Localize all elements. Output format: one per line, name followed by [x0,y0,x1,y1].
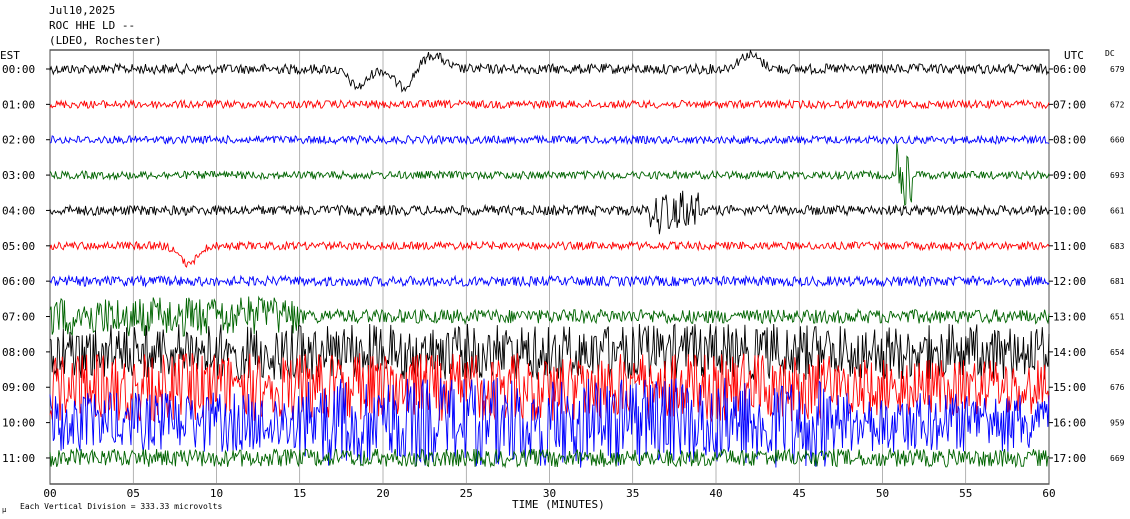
est-time-label: 10:00 [2,417,35,430]
dc-value-label: 679 [1110,65,1125,74]
footer-note: Each Vertical Division = 333.33 microvol… [20,502,222,511]
x-tick-label: 50 [876,487,889,500]
dc-value-label: 654 [1110,348,1125,357]
utc-time-label: 11:00 [1053,240,1086,253]
x-tick-label: 25 [460,487,473,500]
utc-time-label: 09:00 [1053,169,1086,182]
est-time-label: 00:00 [2,63,35,76]
x-tick-label: 00 [43,487,56,500]
dc-value-label: 683 [1110,242,1125,251]
est-time-label: 08:00 [2,346,35,359]
seismic-trace [49,377,1050,468]
x-tick-label: 15 [293,487,306,500]
seismic-trace [49,134,1050,146]
dc-value-label: 651 [1110,313,1125,322]
x-axis-label: TIME (MINUTES) [512,498,605,511]
dc-value-label: 672 [1110,100,1125,109]
utc-time-label: 16:00 [1053,417,1086,430]
utc-time-label: 12:00 [1053,275,1086,288]
utc-time-label: 14:00 [1053,346,1086,359]
utc-time-label: 15:00 [1053,381,1086,394]
seismic-trace [49,447,1050,469]
x-tick-label: 10 [210,487,223,500]
right-axis-title: UTC [1064,49,1084,62]
utc-time-label: 10:00 [1053,204,1086,217]
seismic-trace [49,143,1050,207]
est-time-label: 05:00 [2,240,35,253]
seismic-trace [49,190,1050,235]
est-time-label: 02:00 [2,134,35,147]
x-tick-label: 45 [793,487,806,500]
est-time-label: 07:00 [2,311,35,324]
left-axis-title: EST [0,49,20,62]
est-time-label: 06:00 [2,275,35,288]
seismic-trace [49,98,1050,111]
est-time-label: 11:00 [2,452,35,465]
x-tick-label: 60 [1042,487,1055,500]
seismic-trace [49,295,1050,338]
est-time-label: 01:00 [2,98,35,111]
x-tick-label: 55 [959,487,972,500]
dc-title: DC [1105,49,1115,58]
header-station: ROC HHE LD -- [49,19,136,32]
dc-value-label: 693 [1110,171,1125,180]
x-tick-label: 35 [626,487,639,500]
dc-value-label: 959 [1110,419,1125,428]
header-date: Jul10,2025 [49,4,116,17]
utc-time-label: 08:00 [1053,134,1086,147]
dc-value-label: 681 [1110,277,1125,286]
est-time-label: 04:00 [2,204,35,217]
label-layer: EST UTC DC TIME (MINUTES) Each Vertical … [0,49,1125,514]
x-tick-label: 30 [543,487,556,500]
utc-time-label: 06:00 [1053,63,1086,76]
seismic-trace [49,240,1050,268]
dc-value-label: 676 [1110,383,1125,392]
utc-time-label: 07:00 [1053,98,1086,111]
dc-value-label: 669 [1110,454,1125,463]
x-tick-label: 20 [376,487,389,500]
trace-layer [49,49,1050,469]
est-time-label: 03:00 [2,169,35,182]
dc-value-label: 660 [1110,136,1125,145]
corner-mark: µ [2,506,7,514]
header-network: (LDEO, Rochester) [49,34,162,47]
x-tick-label: 40 [709,487,722,500]
utc-time-label: 13:00 [1053,311,1086,324]
est-time-label: 09:00 [2,381,35,394]
seismic-trace [49,49,1050,93]
x-tick-label: 05 [127,487,140,500]
seismic-trace [49,274,1050,288]
seismic-trace [49,323,1050,381]
dc-value-label: 661 [1110,206,1125,215]
utc-time-label: 17:00 [1053,452,1086,465]
